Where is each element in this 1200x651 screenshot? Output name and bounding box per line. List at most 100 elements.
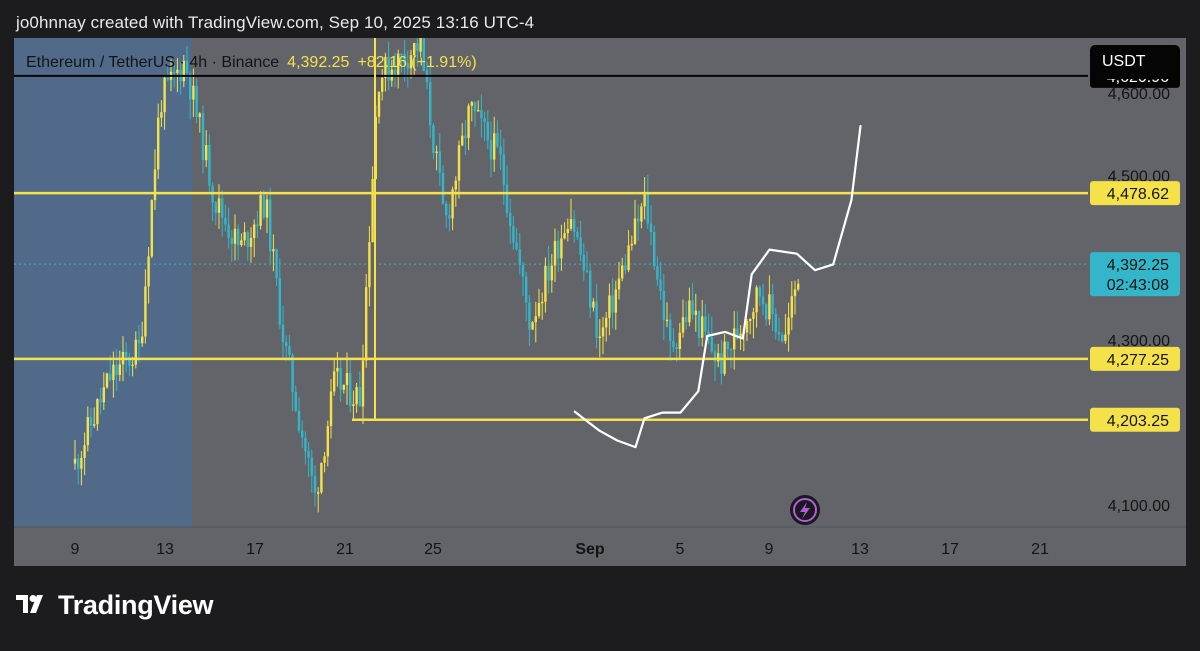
price-tag xyxy=(1090,181,1180,206)
chart-area[interactable] xyxy=(14,38,1186,566)
x-tick-label: 25 xyxy=(424,541,442,558)
candle-body xyxy=(99,399,102,403)
price-tag-label: 4,277.25 xyxy=(1107,352,1169,369)
candle-body xyxy=(563,233,566,239)
candle-body xyxy=(224,217,227,225)
candle-body xyxy=(761,296,765,305)
candle-body xyxy=(765,304,768,320)
candle-body xyxy=(643,192,646,207)
candle-body xyxy=(653,232,656,267)
x-tick-label: Sep xyxy=(575,541,605,558)
candle-body xyxy=(486,121,489,141)
brand-name: TradingView xyxy=(58,590,214,620)
candle-body xyxy=(624,265,627,271)
candle-body xyxy=(541,301,544,304)
candle-body xyxy=(317,492,320,494)
candle-body xyxy=(86,417,89,446)
candle-body xyxy=(582,254,585,271)
candle-body xyxy=(534,316,537,323)
candle-body xyxy=(118,364,121,375)
candle-body xyxy=(93,424,96,426)
candle-body xyxy=(736,328,739,339)
x-tick-label: 21 xyxy=(1031,541,1049,558)
candle-body xyxy=(784,334,787,341)
candle-body xyxy=(477,110,480,112)
candle-body xyxy=(272,249,275,252)
candle-body xyxy=(505,184,509,214)
candle-body xyxy=(509,213,512,226)
candle-body xyxy=(441,172,445,204)
candle-body xyxy=(611,295,614,313)
candle-body xyxy=(297,410,301,431)
candle-body xyxy=(323,456,326,463)
candle-body xyxy=(521,265,525,277)
candle-body xyxy=(678,332,681,349)
candle-body xyxy=(544,265,547,302)
candle-body xyxy=(726,341,729,350)
candle-body xyxy=(457,145,461,181)
candle-body xyxy=(259,195,262,226)
candle-body xyxy=(489,140,493,160)
candle-body xyxy=(406,63,409,69)
candle-body xyxy=(633,218,637,244)
candle-body xyxy=(419,38,422,52)
candle-body xyxy=(240,240,243,246)
candle-body xyxy=(96,399,99,425)
price-tag xyxy=(1090,407,1180,432)
candle-body xyxy=(790,296,793,318)
candle-body xyxy=(205,145,208,161)
candle-body xyxy=(553,240,557,266)
candle-body xyxy=(377,91,381,117)
candle-body xyxy=(640,206,643,222)
candle-body xyxy=(365,287,368,361)
currency-button[interactable]: USDT xyxy=(1090,45,1180,79)
symbol-name: Ethereum / TetherUS · 4h · Binance xyxy=(26,54,280,71)
candle-body xyxy=(160,112,163,118)
candle-body xyxy=(77,458,80,469)
candle-body xyxy=(301,430,304,438)
candle-body xyxy=(576,231,579,238)
candle-body xyxy=(672,340,675,348)
candle-body xyxy=(227,224,230,238)
candle-body xyxy=(518,249,521,266)
candle-body xyxy=(729,349,733,351)
candle-body xyxy=(445,203,448,216)
candle-body xyxy=(137,339,141,344)
candle-body xyxy=(739,333,742,339)
candle-body xyxy=(253,224,256,238)
candle-body xyxy=(579,237,582,255)
candle-body xyxy=(285,341,288,347)
candle-body xyxy=(361,360,365,407)
candle-body xyxy=(246,232,249,247)
candle-body xyxy=(547,265,550,281)
price-tag xyxy=(1090,346,1180,371)
candle-body xyxy=(627,245,630,271)
candle-body xyxy=(221,198,224,218)
candle-body xyxy=(697,310,701,338)
current-price-label: 4,392.25 xyxy=(1107,257,1169,274)
candle-body xyxy=(659,279,662,292)
candle-body xyxy=(326,426,329,457)
candle-body xyxy=(131,364,134,367)
candle-body xyxy=(755,287,758,313)
candle-body xyxy=(557,240,560,259)
candle-body xyxy=(499,146,502,155)
candle-body xyxy=(403,53,406,64)
candle-body xyxy=(758,287,761,297)
candle-body xyxy=(573,219,576,232)
candle-body xyxy=(112,364,115,381)
candle-body xyxy=(422,38,425,71)
candle-body xyxy=(416,43,419,52)
candle-body xyxy=(451,189,454,219)
candle-body xyxy=(358,387,361,407)
candle-body xyxy=(182,60,185,82)
candle-body xyxy=(237,228,240,246)
candle-body xyxy=(608,295,611,318)
candle-body xyxy=(637,218,640,222)
candle-body xyxy=(262,195,265,218)
candle-body xyxy=(733,328,736,350)
x-tick-label: 21 xyxy=(336,541,354,558)
candle-body xyxy=(550,265,553,281)
candle-body xyxy=(198,113,201,117)
